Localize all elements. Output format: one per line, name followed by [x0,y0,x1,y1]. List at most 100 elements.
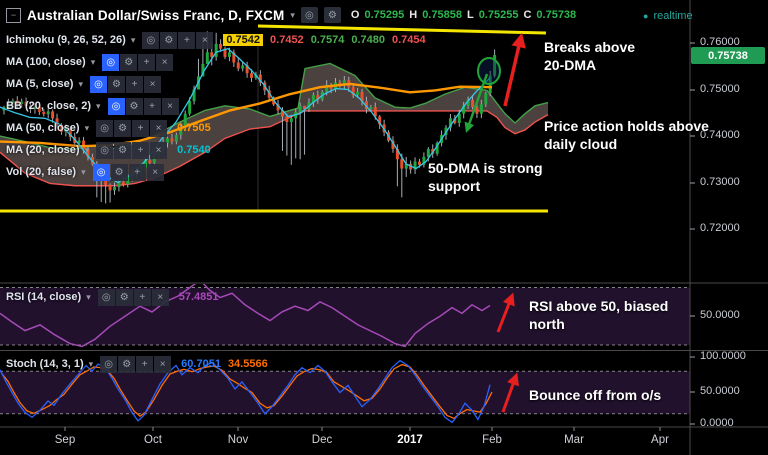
chevron-down-icon[interactable]: ▾ [84,122,90,133]
close-icon[interactable]: × [151,288,169,306]
indicator-row-5-label[interactable]: MA (50, close) [6,122,80,134]
chevron-down-icon[interactable]: ▾ [81,166,86,177]
stoch-band [0,371,690,414]
time-tick-label: Dec [311,434,333,446]
chevron-down-icon[interactable]: ▾ [84,144,90,155]
chevron-down-icon[interactable]: ▾ [88,358,94,369]
chevron-down-icon[interactable]: ▾ [86,291,91,302]
indicator-row-3-label[interactable]: MA (5, close) [6,78,74,90]
add-icon[interactable]: + [136,355,154,373]
gear-icon[interactable]: ⚙ [120,53,138,71]
add-icon[interactable]: + [128,163,146,181]
close-icon[interactable]: × [150,119,168,137]
stoch-legend: Stoch (14, 3, 1) ▾ ◎ ⚙ + × 60.7051 34.5566 [6,355,268,373]
add-icon[interactable]: + [178,31,196,49]
close-icon[interactable]: × [161,97,179,115]
annotation-arrow-rsi[interactable] [496,292,515,333]
note-stoch-bounce[interactable]: Bounce off from o/s [529,387,662,403]
visibility-icon[interactable]: ◎ [97,288,115,306]
chevron-down-icon[interactable]: ▾ [130,34,136,45]
gear-icon[interactable]: ⚙ [115,288,133,306]
close-label: C [523,9,532,21]
indicator-row-1-value: 0.7574 [310,34,345,46]
note-50dma-support[interactable]: 50-DMA is strong support [428,160,543,194]
visibility-icon[interactable]: ◎ [92,163,110,181]
gear-icon[interactable]: ⚙ [114,141,132,159]
add-icon[interactable]: + [133,288,151,306]
add-icon[interactable]: + [125,75,143,93]
gear-icon[interactable]: ⚙ [107,75,125,93]
gear-icon[interactable]: ⚙ [160,31,178,49]
note-breaks-above-20dma[interactable]: Breaks above 20-DMA [544,39,636,73]
low-label: L [466,9,474,21]
high-value: 0.75858 [422,9,462,21]
compare-icon[interactable]: ◎ [300,7,318,23]
price-tick-label: 0.74000 [700,129,740,141]
add-icon[interactable]: + [143,97,161,115]
collapse-panel-icon[interactable]: − [6,7,21,23]
last-price-label: 0.75738 [691,47,765,64]
add-icon[interactable]: + [138,53,156,71]
stoch-tick-label: 0.0000 [700,417,734,429]
visibility-icon[interactable]: ◎ [107,97,125,115]
indicator-row-6-label[interactable]: MA (20, close) [6,144,80,156]
time-tick-label: Mar [564,434,584,446]
indicator-row-7-buttons: ◎ ⚙ + × [92,163,164,181]
rsi-legend-label[interactable]: RSI (14, close) [6,291,82,303]
annotation-arrow-breakout[interactable] [503,32,526,107]
trendline-upper[interactable] [257,24,547,35]
time-tick-label: Nov [227,434,249,446]
visibility-icon[interactable]: ◎ [102,53,120,71]
visibility-icon[interactable]: ◎ [89,75,107,93]
breakout-circle[interactable] [477,57,501,85]
note-rsi-bias[interactable]: RSI above 50, biased north [529,298,669,332]
gear-icon[interactable]: ⚙ [114,119,132,137]
indicator-row-5-value: 0.7505 [177,122,211,134]
rsi-legend-values: 57.4851 [179,291,219,303]
add-icon[interactable]: + [132,141,150,159]
visibility-icon[interactable]: ◎ [142,31,160,49]
gear-icon[interactable]: ⚙ [118,355,136,373]
stoch-legend-label[interactable]: Stoch (14, 3, 1) [6,358,84,370]
visibility-icon[interactable]: ◎ [96,141,114,159]
time-tick-label: Sep [54,434,76,446]
rsi-line [0,284,491,348]
indicator-row-3-buttons: ◎ ⚙ + × [89,75,161,93]
close-icon[interactable]: × [196,31,214,49]
close-icon[interactable]: × [150,141,168,159]
gear-icon[interactable]: ⚙ [110,163,128,181]
chevron-down-icon[interactable]: ▾ [95,100,101,111]
annotation-arrow-stoch[interactable] [501,372,519,413]
gear-icon[interactable]: ⚙ [323,7,341,23]
gear-icon[interactable]: ⚙ [125,97,143,115]
indicator-row-1-value: 0.7542 [223,34,264,46]
close-icon[interactable]: × [156,53,174,71]
visibility-icon[interactable]: ◎ [100,355,118,373]
symbol-title[interactable]: Australian Dollar/Swiss Franc, D, FXCM [27,7,285,23]
stoch-legend-buttons: ◎ ⚙ + × [100,355,172,373]
indicator-row-5-buttons: ◎ ⚙ + × [96,119,168,137]
realtime-label: realtime [653,10,693,22]
chevron-down-icon[interactable]: ▾ [90,56,96,67]
indicator-row-2-label[interactable]: MA (100, close) [6,56,86,68]
indicator-row-4-label[interactable]: BB (20, close, 2) [6,100,91,112]
close-icon[interactable]: × [154,355,172,373]
price-tick-label: 0.75000 [700,83,740,95]
time-tick-label: Oct [144,434,162,446]
time-tick-label: 2017 [397,434,423,446]
close-icon[interactable]: × [146,163,164,181]
close-icon[interactable]: × [143,75,161,93]
note-cloud-hold[interactable]: Price action holds above daily cloud [544,118,709,152]
annotation-arrow-green[interactable] [464,73,489,133]
add-icon[interactable]: + [132,119,150,137]
visibility-icon[interactable]: ◎ [96,119,114,137]
stoch-tick-label: 100.0000 [700,350,746,362]
indicator-row-7-label[interactable]: Vol (20, false) [6,166,77,178]
chevron-down-icon[interactable]: ▾ [78,78,83,89]
rsi-tick-label: 50.0000 [700,309,740,321]
indicator-row-1-label[interactable]: Ichimoku (9, 26, 52, 26) [6,34,126,46]
indicator-row-4-buttons: ◎ ⚙ + × [107,97,179,115]
chevron-down-icon[interactable]: ▾ [290,9,295,20]
